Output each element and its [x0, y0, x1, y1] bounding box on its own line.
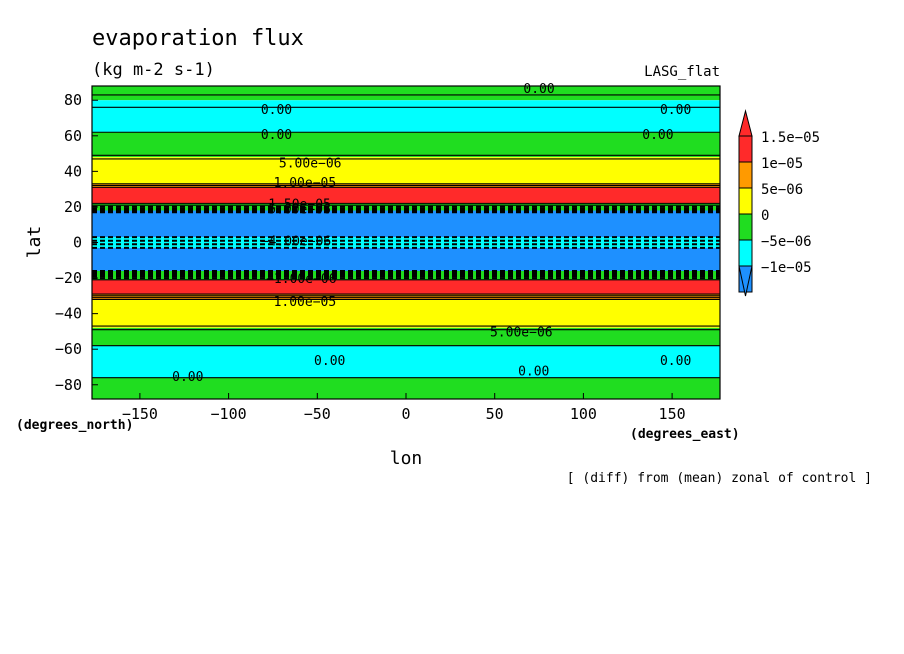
colorbar-swatch-4 [738, 239, 753, 267]
contour-label-16: 0.00 [172, 370, 203, 385]
colorbar-label-4: −5e−06 [761, 234, 812, 250]
band-16 [92, 377, 720, 399]
contour-label-11: 1.00e−05 [274, 295, 337, 310]
footnote: [ (diff) from (mean) zonal of control ] [567, 471, 872, 486]
colorbar-label-5: −1e−05 [761, 260, 812, 276]
model-label: LASG_flat [644, 64, 720, 80]
x-axis-ticks: −150 −100 −50 0 50 100 150 [122, 393, 686, 423]
y-tick-label: 80 [64, 91, 82, 109]
x-tick-label: −100 [211, 405, 247, 423]
contour-label-15: 0.00 [660, 354, 691, 369]
band-12 [92, 294, 720, 300]
band-3 [92, 157, 720, 184]
chart-subtitle: (kg m-2 s-1) [92, 60, 215, 80]
contour-label-7: 1.50e−05 [268, 197, 331, 212]
plot-area: 0.00 0.00 0.00 0.00 0.00 5.00e−06 1.00e−05 1.50… [91, 82, 721, 400]
contour-label-5: 5.00e−06 [279, 156, 342, 171]
x-tick-label: 50 [486, 405, 504, 423]
band-14 [92, 327, 720, 346]
colorbar-label-0: 1.5e−05 [761, 130, 820, 146]
colorbar-swatch-2 [738, 187, 753, 215]
y-tick-label: −80 [55, 376, 82, 394]
contour-label-4: 0.00 [642, 128, 673, 143]
band-13 [92, 299, 720, 328]
band-15 [92, 345, 720, 378]
contour-label-2: 0.00 [660, 103, 691, 118]
band-0 [92, 86, 720, 101]
band-2 [92, 132, 720, 158]
band-1 [92, 100, 720, 133]
x-unit-label: (degrees_east) [630, 427, 740, 442]
contour-label-1: 0.00 [261, 103, 292, 118]
colorbar-arrow-top [738, 109, 753, 137]
y-tick-label: 40 [64, 162, 82, 180]
colorbar-swatch-0 [738, 135, 753, 163]
contour-label-13: 0.00 [314, 354, 345, 369]
contour-label-9: −4.00e−06 [261, 235, 331, 250]
contour-label-3: 0.00 [261, 128, 292, 143]
contour-label-12: 5.00e−06 [490, 325, 553, 340]
x-tick-label: 100 [570, 405, 597, 423]
band-7 [92, 210, 720, 238]
x-tick-label: 150 [659, 405, 686, 423]
colorbar-label-1: 1e−05 [761, 156, 803, 172]
y-unit-label: (degrees_north) [16, 418, 133, 433]
contour-labels: 0.00 0.00 0.00 0.00 0.00 5.00e−06 1.00e−05 1.50… [172, 82, 691, 385]
colorbar: 1.5e−05 1e−05 5e−06 0 −5e−06 −1e−05 [738, 109, 820, 297]
colorbar-arrow-bottom [738, 265, 753, 297]
contour-label-6: 1.00e−05 [274, 176, 337, 191]
contour-label-8: 5.00e−06 [268, 203, 331, 218]
y-tick-label: 20 [64, 198, 82, 216]
y-tick-label: −20 [55, 269, 82, 287]
band-9 [92, 247, 720, 271]
contour-lines [92, 94, 720, 379]
contour-label-10: −1.00e−06 [266, 272, 336, 287]
filled-bands [92, 86, 720, 399]
x-tick-label: 0 [401, 405, 410, 423]
colorbar-swatch-3 [738, 213, 753, 241]
x-axis-label: lon [390, 448, 423, 469]
y-tick-label: 0 [73, 234, 82, 252]
chart-title: evaporation flux [92, 26, 304, 51]
y-axis-ticks: 80 60 40 20 0 −20 −40 −60 −80 [55, 91, 98, 394]
y-axis-label: lat [24, 226, 45, 259]
colorbar-label-3: 0 [761, 208, 769, 224]
band-11 [92, 279, 720, 295]
y-tick-label: 60 [64, 127, 82, 145]
y-tick-label: −40 [55, 305, 82, 323]
x-tick-label: −150 [122, 405, 158, 423]
contour-label-14: 0.00 [518, 365, 549, 380]
colorbar-swatch-1 [738, 161, 753, 189]
colorbar-label-2: 5e−06 [761, 182, 803, 198]
contour-label-0: 0.00 [523, 82, 554, 97]
x-tick-label: −50 [304, 405, 331, 423]
band-5 [92, 187, 720, 204]
y-tick-label: −60 [55, 340, 82, 358]
band-8 [92, 237, 720, 248]
